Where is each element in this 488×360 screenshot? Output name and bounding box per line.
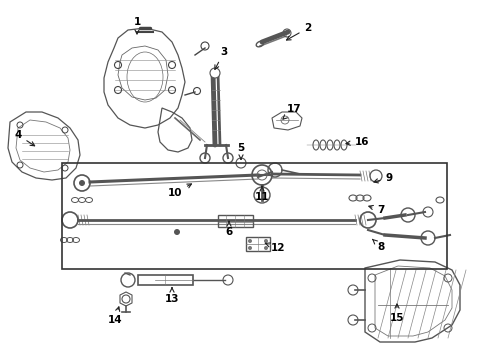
Circle shape — [264, 246, 267, 250]
Bar — [245, 237, 269, 251]
Text: 7: 7 — [368, 205, 384, 215]
Text: 16: 16 — [346, 137, 368, 147]
Bar — [218, 215, 252, 227]
Circle shape — [79, 180, 85, 186]
Circle shape — [209, 68, 220, 78]
Text: 10: 10 — [167, 184, 191, 198]
Text: 11: 11 — [254, 186, 269, 202]
Circle shape — [174, 229, 180, 235]
Text: 17: 17 — [282, 104, 301, 119]
Text: 9: 9 — [373, 173, 392, 183]
Circle shape — [247, 246, 251, 250]
Bar — [138, 275, 193, 285]
Text: 13: 13 — [164, 288, 179, 304]
Text: 5: 5 — [237, 143, 244, 159]
Circle shape — [247, 239, 251, 243]
Text: 2: 2 — [286, 23, 311, 40]
Bar — [62, 163, 446, 269]
Text: 3: 3 — [214, 47, 227, 69]
Text: 15: 15 — [389, 304, 404, 323]
Text: 1: 1 — [133, 17, 141, 34]
Circle shape — [264, 239, 267, 243]
Text: 6: 6 — [225, 221, 232, 237]
Text: 12: 12 — [264, 243, 285, 253]
Text: 14: 14 — [107, 307, 122, 325]
Text: 8: 8 — [372, 239, 384, 252]
Text: 4: 4 — [14, 130, 35, 146]
